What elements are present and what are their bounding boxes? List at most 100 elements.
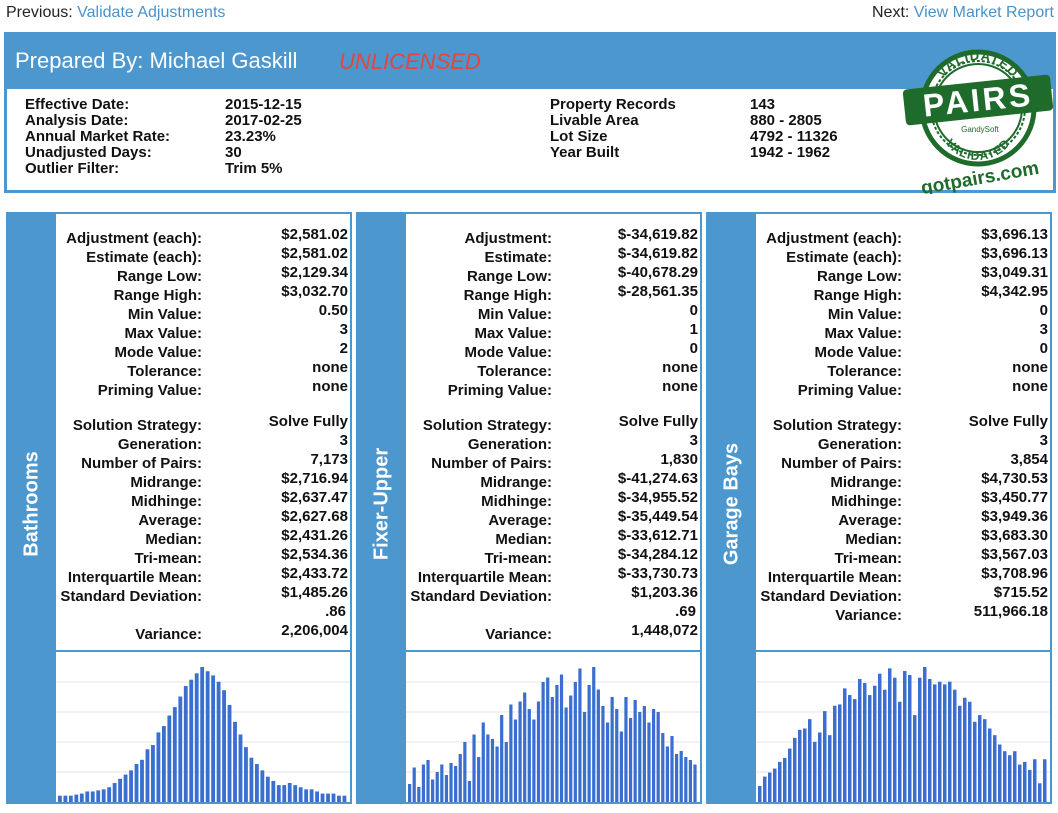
stat-value: $2,627.68 — [281, 508, 348, 525]
histogram-bar — [200, 667, 205, 802]
stat-value: $3,049.31 — [981, 264, 1048, 281]
stat-label: Solution Strategy: — [772, 417, 902, 434]
histogram-bar — [803, 728, 807, 802]
histogram-bar — [633, 700, 637, 802]
histogram-bar — [123, 774, 128, 802]
stat-label: Generation: — [817, 436, 902, 453]
histogram-bar — [656, 712, 660, 802]
histogram-bar — [227, 704, 232, 802]
stat-value: 0 — [1039, 302, 1048, 319]
stat-value: none — [662, 359, 698, 376]
histogram-bar — [513, 719, 518, 802]
info-label: Unadjusted Days: — [25, 144, 152, 161]
stat-value: 3 — [339, 432, 348, 449]
info-label: Outlier Filter: — [25, 160, 120, 177]
histogram-bar — [490, 739, 495, 802]
stat-value: $3,949.36 — [981, 508, 1048, 525]
histogram-bar — [271, 780, 276, 802]
stat-value: $3,708.96 — [981, 565, 1048, 582]
histogram-bar — [435, 772, 439, 802]
histogram-bar — [156, 732, 161, 802]
seal-icon: VALIDATED PAIRS GandySoft VALIDATED gotp… — [902, 48, 1054, 199]
histogram-bar — [96, 790, 101, 802]
histogram-bar — [763, 776, 767, 802]
histogram-bar — [546, 677, 550, 802]
stat-value: 1,830 — [660, 451, 698, 468]
histogram-bar — [998, 744, 1002, 802]
stat-label: Average: — [138, 512, 202, 529]
histogram-bar — [276, 785, 281, 802]
stat-label: Median: — [145, 531, 202, 548]
histogram-bar — [293, 785, 298, 802]
stat-label: Min Value: — [477, 306, 552, 323]
info-value: 143 — [750, 96, 776, 113]
variance-label: Variance: — [835, 607, 902, 624]
std-dev-wrap: .86 — [325, 603, 346, 620]
stat-label: Solution Strategy: — [422, 417, 552, 434]
stat-label: Range High: — [813, 287, 902, 304]
stat-label: Midhinge: — [481, 493, 552, 510]
stat-label: Priming Value: — [97, 382, 202, 399]
histogram-bar — [523, 692, 527, 802]
histogram-bar — [1028, 769, 1032, 802]
stat-value: $4,730.53 — [981, 470, 1048, 487]
histogram-bar — [968, 701, 972, 802]
stat-value: $-28,561.35 — [617, 283, 698, 300]
stat-label: Midrange: — [480, 474, 552, 491]
panel-side-label: Bathrooms — [8, 214, 56, 802]
histogram-svg — [756, 667, 1050, 802]
histogram-bar — [309, 789, 314, 802]
histogram-bar — [582, 712, 587, 802]
info-label: Year Built — [550, 144, 620, 161]
histogram-bar — [431, 779, 435, 802]
stat-value: none — [312, 359, 348, 376]
stat-value: $-34,619.82 — [617, 245, 698, 262]
histogram-bar — [833, 705, 837, 802]
stat-label: Tolerance: — [827, 363, 902, 380]
histogram-bar — [1023, 761, 1027, 802]
histogram-bar — [161, 726, 166, 802]
histogram-bar — [963, 697, 967, 802]
histogram-bar — [454, 766, 458, 802]
histogram-bar — [412, 767, 416, 802]
panel-bathrooms: Bathrooms Adjustment (each): $2,581.02 Est… — [6, 212, 352, 804]
histogram-bar — [587, 685, 591, 802]
histogram-bar — [596, 689, 600, 802]
panel-garage-bays: Garage Bays Adjustment (each): $3,696.13 E… — [706, 212, 1052, 804]
histogram-bar — [679, 751, 683, 802]
histogram-bar — [878, 673, 882, 802]
stat-label: Standard Deviation: — [410, 588, 552, 605]
histogram-bar — [983, 719, 987, 802]
histogram-bar — [129, 770, 133, 802]
validate-adjustments-link[interactable]: Validate Adjustments — [77, 4, 226, 21]
histogram-bar — [440, 764, 444, 802]
histogram-bar — [211, 675, 216, 802]
stat-value: 3 — [1039, 432, 1048, 449]
stat-value: $3,450.77 — [981, 489, 1048, 506]
stat-value: 0 — [689, 302, 698, 319]
histogram-bar — [913, 715, 917, 802]
variance-label: Variance: — [485, 626, 552, 643]
histogram-bar — [773, 768, 777, 802]
histogram-bar — [661, 733, 665, 802]
stat-value: $715.52 — [993, 584, 1048, 601]
histogram-bar — [933, 684, 937, 802]
stat-value: $2,637.47 — [281, 489, 348, 506]
histogram-chart — [756, 650, 1050, 802]
histogram-bar — [205, 671, 210, 802]
histogram-bar — [337, 795, 341, 802]
histogram-bar — [216, 681, 221, 802]
histogram-bar — [536, 701, 541, 802]
histogram-bar — [564, 707, 568, 802]
stat-label: Mode Value: — [114, 344, 202, 361]
prepared-by-text: Prepared By: Michael Gaskill — [15, 48, 298, 73]
stat-label: Max Value: — [824, 325, 902, 342]
panel-title: Bathrooms — [20, 451, 43, 557]
histogram-bar — [973, 721, 977, 802]
histogram-bar — [326, 793, 330, 802]
histogram-bar — [140, 759, 144, 802]
histogram-bar — [74, 794, 79, 802]
view-market-report-link[interactable]: View Market Report — [913, 4, 1054, 21]
validated-pairs-seal: VALIDATED PAIRS GandySoft VALIDATED gotp… — [898, 44, 1058, 199]
histogram-bar — [238, 734, 243, 802]
